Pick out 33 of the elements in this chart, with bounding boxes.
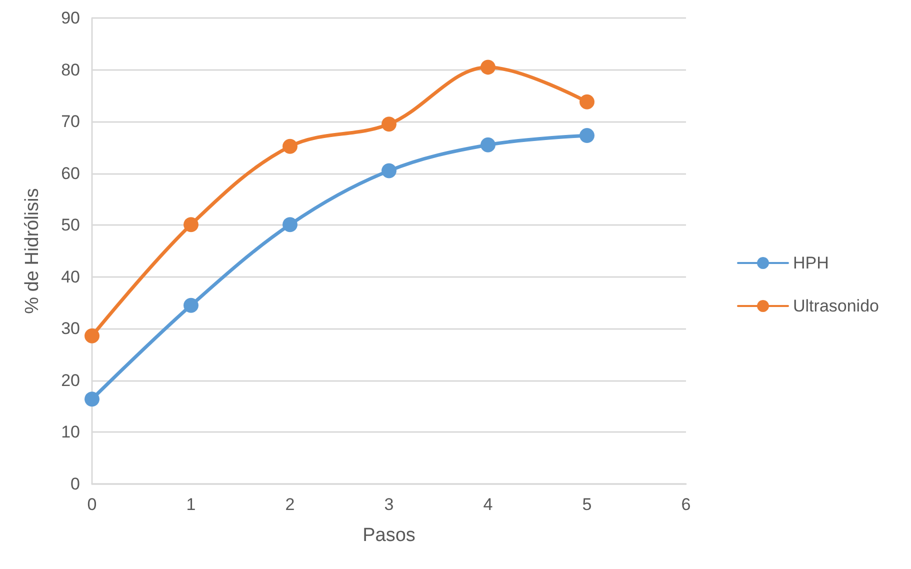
x-tick-label: 6 — [681, 495, 691, 514]
y-tick-label: 90 — [61, 8, 80, 28]
point — [84, 392, 100, 407]
y-tick-label: 80 — [61, 60, 80, 80]
point — [480, 60, 496, 75]
y-tick-label: 70 — [61, 112, 80, 132]
y-tick-label: 50 — [61, 216, 80, 235]
y-tick-label: 40 — [61, 267, 80, 286]
point — [580, 94, 594, 110]
point — [480, 137, 496, 152]
point — [184, 217, 198, 232]
point — [282, 138, 298, 154]
point — [382, 163, 396, 178]
y-tick-label: 20 — [61, 370, 80, 390]
x-tick-label: 4 — [483, 495, 493, 514]
y-tick-label: 30 — [61, 319, 80, 338]
legend-label: Ultrasonido — [793, 296, 879, 316]
x-tick-label: 1 — [186, 495, 196, 514]
y-tick-label: 0 — [70, 474, 80, 494]
x-tick-label: 0 — [87, 495, 97, 514]
point — [580, 128, 594, 144]
point — [282, 217, 298, 232]
y-axis-title: % de Hidrólisis — [22, 188, 43, 314]
x-axis-title: Pasos — [362, 525, 416, 546]
x-tick-label: 3 — [384, 495, 394, 514]
x-tick-label: 2 — [285, 495, 295, 514]
point — [84, 328, 100, 344]
y-tick-label: 60 — [61, 164, 80, 183]
legend-label: HPH — [793, 254, 829, 272]
point — [382, 116, 396, 132]
point — [184, 298, 198, 313]
x-tick-label: 5 — [582, 495, 592, 514]
y-tick-label: 10 — [61, 422, 80, 442]
